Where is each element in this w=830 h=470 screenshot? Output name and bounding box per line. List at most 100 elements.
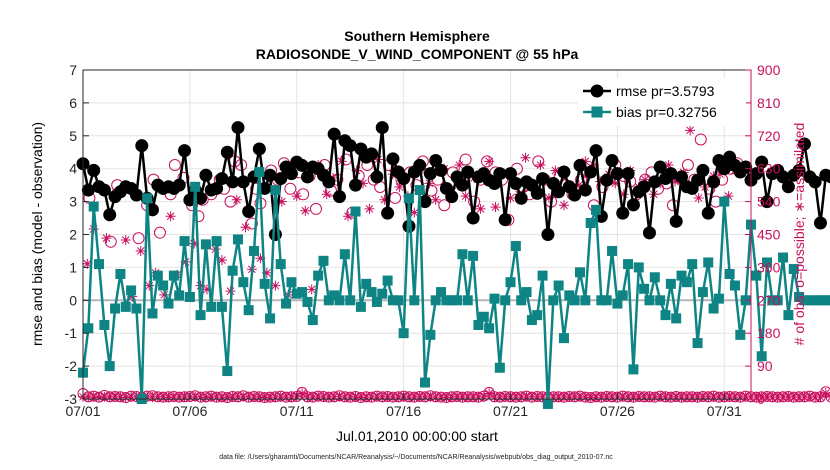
y-axis-ticks: -3 -2 -1 0 1 2 3 4 5 6 7 — [65, 62, 89, 407]
y-tick-label: 5 — [69, 128, 77, 144]
obs-possible-marker — [681, 159, 694, 172]
obs-possible-marker — [309, 202, 322, 215]
bias-point — [697, 287, 708, 298]
obs-assimilated-marker — [815, 392, 826, 403]
obs-assimilated-marker — [640, 174, 651, 185]
bias-point — [281, 298, 292, 309]
rmse-point — [135, 139, 149, 153]
obs-assimilated-marker — [281, 392, 292, 403]
obs-assimilated-marker — [687, 392, 698, 403]
bias-point — [724, 268, 735, 279]
obs-assimilated-marker — [617, 391, 628, 402]
obs-assimilated-marker — [548, 392, 559, 403]
rmse-point — [605, 153, 619, 167]
bias-point — [238, 277, 249, 288]
x-axis-label: Jul.01,2010 00:00:00 start — [336, 428, 498, 444]
rmse-point — [541, 228, 555, 241]
obs-assimilated-marker — [521, 391, 532, 402]
rmse-point — [434, 163, 448, 177]
legend-bias-marker — [591, 106, 603, 118]
rmse-point — [739, 160, 753, 174]
obs-assimilated-marker — [505, 192, 516, 203]
rmse-point — [701, 206, 715, 220]
obs-assimilated-marker — [708, 391, 719, 402]
rmse-point — [343, 139, 357, 153]
obs-assimilated-marker — [478, 391, 489, 402]
obs-assimilated-marker — [585, 392, 596, 403]
rmse-point — [530, 186, 544, 200]
obs-assimilated-marker — [189, 238, 200, 249]
obs-possible-marker — [438, 199, 451, 212]
bias-point — [607, 245, 618, 256]
bias-point — [366, 287, 377, 298]
bias-point — [334, 295, 345, 306]
obs-assimilated-marker — [623, 392, 634, 403]
obs-assimilated-marker — [610, 178, 621, 189]
obs-assimilated-marker — [409, 207, 420, 218]
rmse-point — [81, 183, 95, 197]
obs-assimilated-marker — [436, 392, 447, 403]
obs-assimilated-marker — [261, 267, 272, 278]
obs-assimilated-marker — [110, 391, 121, 402]
bias-point — [564, 290, 575, 301]
obs-assimilated-marker — [735, 392, 746, 403]
obs-assimilated-marker — [323, 392, 334, 403]
bias-point — [799, 295, 810, 306]
y2-tick-label: 540 — [757, 194, 781, 210]
obs-assimilated-marker — [165, 211, 176, 222]
obs-assimilated-marker — [270, 280, 281, 291]
rmse-point — [397, 172, 411, 186]
obs-assimilated-marker — [558, 200, 569, 211]
rmse-point — [691, 173, 705, 187]
y2-tick-label: 900 — [757, 62, 781, 78]
obs-assimilated-marker — [573, 180, 584, 191]
legend-bias-label: bias pr=0.32756 — [616, 104, 717, 120]
obs-assimilated-marker — [660, 392, 671, 403]
rmse-point — [466, 211, 480, 225]
bias-point — [484, 323, 495, 334]
obs-assimilated-marker — [663, 160, 674, 171]
bias-point — [131, 303, 142, 314]
obs-assimilated-marker — [794, 392, 805, 403]
obs-assimilated-marker — [222, 392, 233, 403]
obs-assimilated-marker — [265, 392, 276, 403]
bias-point — [617, 290, 628, 301]
obs-assimilated-marker — [302, 392, 313, 403]
bias-point — [168, 270, 179, 281]
y2-tick-label: 180 — [757, 325, 781, 341]
bias-point — [382, 275, 393, 286]
obs-assimilated-marker — [441, 392, 452, 403]
obs-possible-marker — [168, 159, 181, 172]
bias-point — [190, 181, 201, 192]
bias-point — [713, 293, 724, 304]
bias-point — [596, 295, 607, 306]
obs-assimilated-marker — [403, 392, 414, 403]
rmse-point — [669, 214, 683, 228]
rmse-point — [621, 167, 635, 181]
bias-point — [265, 313, 276, 324]
rmse-point — [386, 152, 400, 166]
rmse-series — [76, 121, 830, 241]
y2-tick-label: 270 — [757, 292, 781, 308]
rmse-point — [274, 172, 288, 186]
obs-assimilated-marker — [772, 392, 783, 403]
obs-assimilated-marker — [339, 392, 350, 403]
bias-point — [99, 319, 110, 330]
x-tick-label: 07/26 — [600, 403, 635, 419]
rmse-point — [242, 204, 256, 218]
bias-point — [195, 310, 206, 321]
rmse-point — [749, 167, 763, 181]
bias-point — [200, 239, 211, 250]
bias-point — [275, 259, 286, 270]
obs-assimilated-marker — [382, 391, 393, 402]
bias-point — [307, 315, 318, 326]
bias-point — [574, 267, 585, 278]
obs-assimilated-marker — [446, 392, 457, 403]
rmse-point — [413, 158, 427, 172]
obs-assimilated-marker — [94, 392, 105, 403]
obs-assimilated-marker — [190, 391, 201, 402]
bias-point — [120, 301, 131, 312]
bias-point — [371, 296, 382, 307]
obs-assimilated-marker — [484, 388, 495, 399]
bias-point — [216, 301, 227, 312]
